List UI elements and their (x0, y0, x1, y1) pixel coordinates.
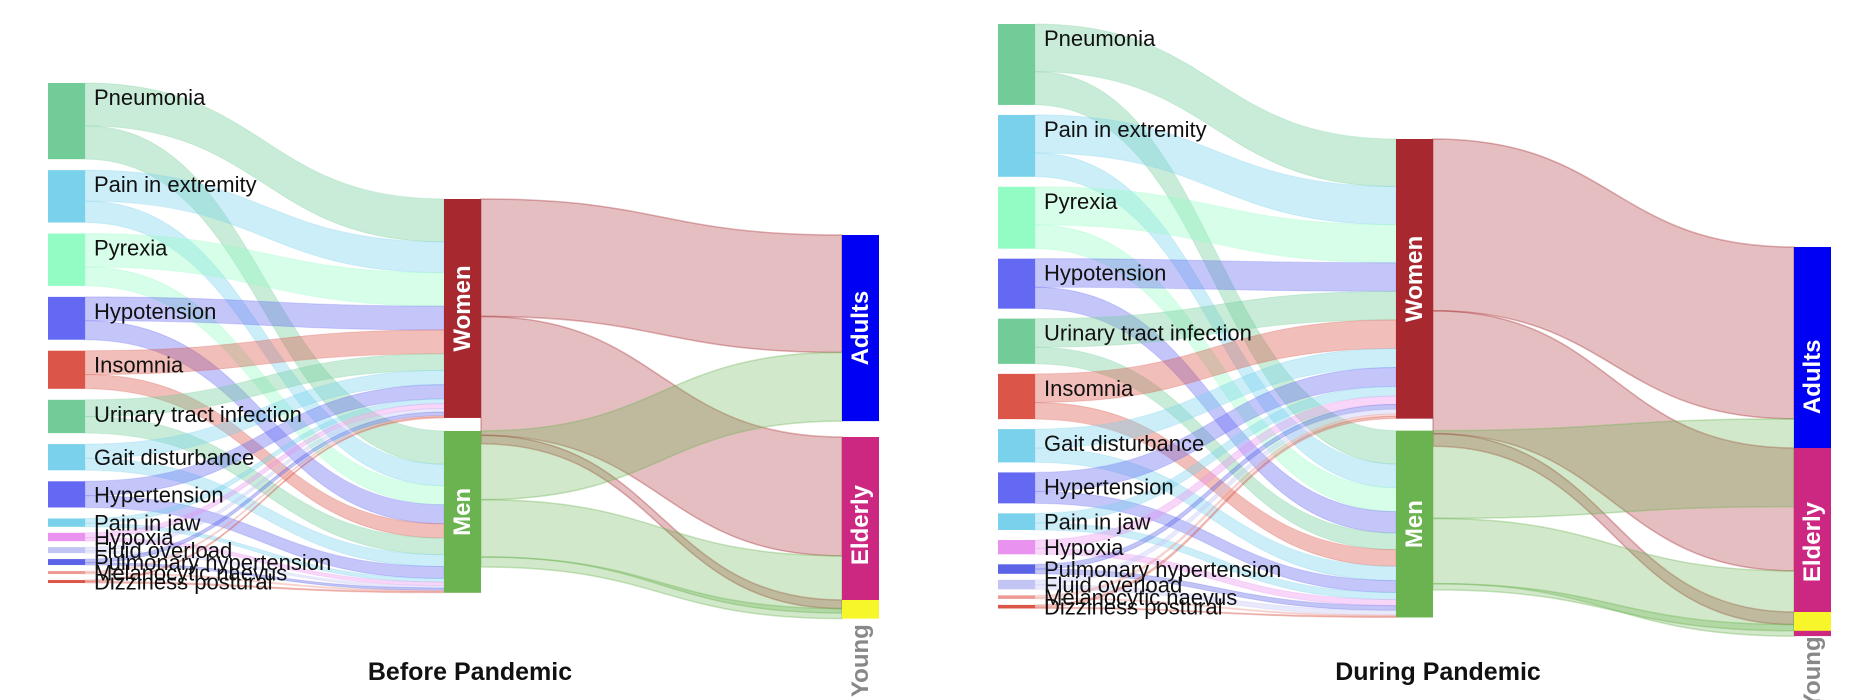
node-young (842, 600, 879, 619)
node-pain-in-extremity (998, 114, 1035, 177)
node-women (444, 199, 481, 418)
label-hypertension: Hypertension (1044, 474, 1174, 499)
node-pneumonia (48, 83, 85, 160)
node-melanocytic-naevus (998, 595, 1035, 599)
label-pulmonary-hypertension: Pulmonary hypertension (1044, 557, 1281, 582)
link-men-to-adults (1432, 418, 1795, 520)
link-men-to-elderly (1432, 517, 1795, 637)
links-gender-to-age (1432, 138, 1795, 637)
label-women: Women (449, 265, 476, 351)
label-men: Men (1401, 500, 1428, 548)
node-hypoxia (48, 532, 85, 542)
label-pain-in-jaw: Pain in jaw (94, 511, 201, 536)
label-men: Men (449, 488, 476, 536)
node-men (1396, 430, 1433, 618)
node-urinary-tract-infection (998, 318, 1035, 364)
node-elderly (842, 437, 879, 614)
label-pulmonary-hypertension: Pulmonary hypertension (94, 550, 331, 575)
label-hypertension: Hypertension (94, 482, 224, 507)
node-gait-disturbance (48, 444, 85, 471)
label-adults: Adults (847, 291, 874, 366)
label-gait-disturbance: Gait disturbance (1044, 431, 1204, 456)
panel-during-pandemic: Pneumonia Pain in extremity Pyrexia Hypoten… (998, 23, 1831, 700)
links-symptom-to-gender (84, 82, 445, 594)
label-pyrexia: Pyrexia (94, 236, 168, 261)
links-gender-to-age (480, 198, 843, 620)
node-pain-in-extremity (48, 170, 85, 223)
label-gait-disturbance: Gait disturbance (94, 445, 254, 470)
label-dizziness-postural: Dizziness postural (1044, 595, 1223, 620)
node-hypertension (48, 481, 85, 508)
links-symptom-to-gender (1034, 23, 1397, 618)
panel-title: During Pandemic (1335, 658, 1541, 686)
node-fluid-overload (998, 579, 1035, 590)
label-hypotension: Hypotension (94, 299, 216, 324)
node-urinary-tract-infection (48, 399, 85, 434)
label-pain-in-jaw: Pain in jaw (1044, 510, 1151, 535)
node-insomnia (48, 350, 85, 389)
node-pyrexia (48, 233, 85, 286)
label-pain-in-extremity: Pain in extremity (94, 172, 257, 197)
node-dizziness-postural (998, 604, 1035, 609)
label-hypotension: Hypotension (1044, 261, 1166, 286)
nodes (48, 83, 879, 619)
node-fluid-overload (48, 547, 85, 554)
labels: Pneumonia Pain in extremity Pyrexia Hypoten… (94, 85, 874, 697)
label-adults: Adults (1799, 339, 1826, 414)
node-young (1794, 612, 1831, 631)
node-pyrexia (998, 186, 1035, 249)
label-fluid-overload: Fluid overload (1044, 573, 1182, 598)
node-gait-disturbance (998, 429, 1035, 463)
label-urinary-tract-infection: Urinary tract infection (1044, 321, 1252, 346)
node-hypotension (998, 258, 1035, 309)
node-melanocytic-naevus (48, 571, 85, 575)
label-young: Young (847, 624, 874, 697)
label-insomnia: Insomnia (1044, 376, 1134, 401)
label-melanocytic-naevus: Melanocytic naevus (1044, 585, 1237, 610)
nodes (998, 24, 1831, 637)
node-women (1396, 139, 1433, 419)
label-hypoxia: Hypoxia (1044, 535, 1124, 560)
label-elderly: Elderly (1799, 501, 1826, 582)
label-pain-in-extremity: Pain in extremity (1044, 117, 1207, 142)
node-men (444, 430, 481, 593)
panel-title: Before Pandemic (368, 658, 572, 686)
node-adults (842, 235, 879, 422)
label-dizziness-postural: Dizziness postural (94, 570, 273, 595)
node-hypotension (48, 296, 85, 340)
label-pneumonia: Pneumonia (1044, 26, 1156, 51)
node-pulmonary-hypertension (48, 559, 85, 566)
link-men-to-young (480, 556, 843, 620)
label-elderly: Elderly (847, 484, 874, 565)
label-women: Women (1401, 236, 1428, 322)
node-hypertension (998, 472, 1035, 504)
node-pneumonia (998, 24, 1035, 105)
node-elderly (1794, 448, 1831, 637)
label-fluid-overload: Fluid overload (94, 538, 232, 563)
label-hypoxia: Hypoxia (94, 525, 174, 550)
node-pain-in-jaw (998, 513, 1035, 531)
panel-before-pandemic: Pneumonia Pain in extremity Pyrexia Hypoten… (48, 82, 879, 697)
labels: Pneumonia Pain in extremity Pyrexia Hypoten… (1044, 26, 1826, 700)
node-pain-in-jaw (48, 518, 85, 527)
node-dizziness-postural (48, 580, 85, 584)
node-insomnia (998, 373, 1035, 420)
label-pyrexia: Pyrexia (1044, 189, 1118, 214)
label-young: Young (1799, 636, 1826, 700)
label-melanocytic-naevus: Melanocytic naevus (94, 561, 287, 586)
node-hypoxia (998, 540, 1035, 555)
node-pulmonary-hypertension (998, 564, 1035, 574)
label-insomnia: Insomnia (94, 353, 184, 378)
label-pneumonia: Pneumonia (94, 85, 206, 110)
label-urinary-tract-infection: Urinary tract infection (94, 402, 302, 427)
